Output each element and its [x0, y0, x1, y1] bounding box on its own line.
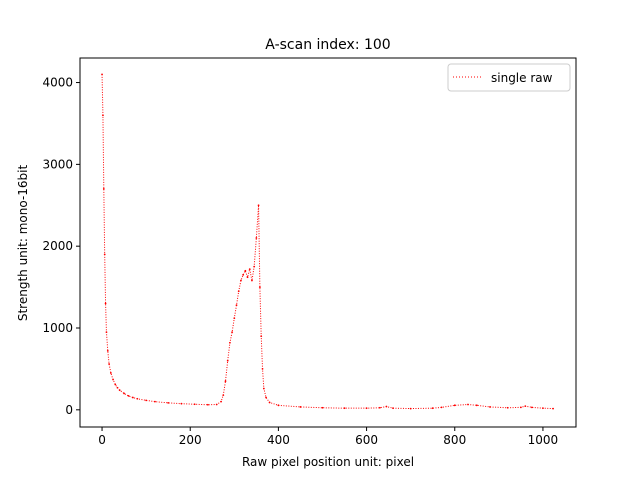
legend: single raw — [447, 63, 571, 92]
data-point — [206, 403, 209, 406]
y-axis: 0 1000 2000 3000 4000 — [42, 76, 80, 417]
data-point — [220, 400, 222, 403]
data-point — [193, 403, 196, 406]
data-point — [251, 279, 253, 282]
data-point — [257, 204, 260, 207]
data-point — [242, 273, 245, 276]
data-point — [116, 386, 119, 389]
data-point — [258, 286, 261, 288]
data-point — [108, 363, 110, 365]
x-tick-label: 0 — [98, 433, 106, 447]
data-point — [237, 290, 240, 293]
data-point — [102, 188, 105, 190]
x-tick-label: 200 — [179, 433, 202, 447]
data-point — [385, 405, 388, 408]
y-tick-label: 2000 — [42, 239, 73, 253]
data-point — [105, 331, 108, 333]
y-tick-label: 0 — [65, 403, 73, 417]
data-point — [127, 395, 130, 397]
y-tick-label: 1000 — [42, 321, 73, 335]
data-point — [299, 406, 302, 408]
data-point — [226, 359, 229, 362]
data-point — [222, 394, 225, 396]
data-point — [224, 380, 227, 383]
data-point — [145, 399, 148, 402]
x-tick-label: 400 — [267, 433, 290, 447]
data-point — [101, 73, 103, 76]
data-point — [132, 396, 134, 399]
data-point — [524, 405, 527, 408]
data-point — [453, 404, 456, 407]
x-tick-label: 1000 — [528, 433, 559, 447]
data-point — [136, 397, 139, 400]
data-point — [255, 237, 258, 239]
data-point — [180, 402, 183, 405]
data-point — [154, 400, 156, 403]
data-point — [475, 404, 478, 407]
data-point — [440, 406, 443, 409]
x-axis: 0 200 400 600 800 1000 — [98, 427, 558, 447]
data-point — [253, 265, 256, 268]
chart-title: A-scan index: 100 — [265, 37, 390, 53]
y-axis-label: Strength unit: mono-16bit — [16, 165, 30, 322]
data-point — [552, 407, 554, 410]
data-point — [392, 407, 394, 410]
data-point — [542, 407, 544, 410]
data-point — [118, 389, 121, 392]
data-point — [321, 406, 324, 409]
data-point — [431, 407, 434, 410]
data-point — [262, 387, 265, 390]
data-point — [103, 253, 106, 256]
data-point — [114, 383, 117, 386]
data-point — [489, 406, 491, 408]
data-point — [104, 302, 107, 305]
data-point — [268, 401, 271, 404]
data-point — [260, 335, 263, 338]
plot-area — [79, 57, 577, 428]
data-point — [231, 331, 234, 333]
data-point — [365, 407, 368, 410]
y-tick-label: 4000 — [42, 76, 73, 90]
x-tick-label: 600 — [355, 433, 378, 447]
data-point — [244, 269, 247, 272]
data-point — [229, 341, 231, 344]
legend-frame — [447, 63, 571, 92]
x-tick-label: 800 — [443, 433, 466, 447]
data-point — [240, 279, 242, 282]
data-point — [123, 392, 125, 395]
data-point — [519, 406, 522, 409]
y-tick-label: 3000 — [42, 157, 73, 171]
data-point — [277, 404, 280, 407]
data-point — [246, 276, 249, 279]
data-point — [467, 403, 469, 406]
legend-label-single-raw: single raw — [491, 71, 553, 85]
data-point — [233, 317, 236, 320]
data-point — [378, 406, 381, 409]
axes-frame — [79, 57, 577, 428]
data-point — [343, 407, 346, 410]
data-point — [112, 378, 114, 381]
data-point — [109, 372, 112, 374]
data-point — [106, 350, 109, 352]
data-point — [215, 403, 218, 406]
data-point — [261, 368, 264, 370]
data-point — [248, 268, 251, 270]
data-point — [167, 401, 170, 404]
data-point — [235, 304, 238, 306]
data-point — [531, 406, 533, 409]
x-axis-label: Raw pixel position unit: pixel — [242, 455, 414, 469]
data-point — [409, 407, 412, 410]
data-point — [102, 114, 104, 117]
data-point — [506, 406, 509, 409]
data-point — [265, 396, 267, 399]
